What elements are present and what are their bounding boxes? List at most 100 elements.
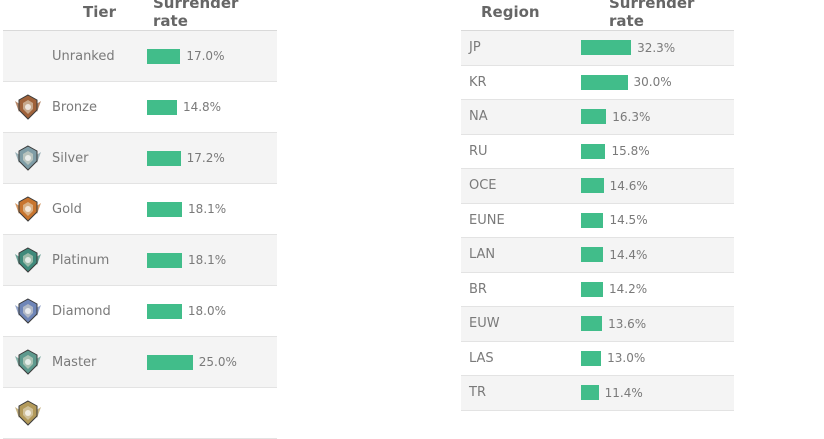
tier-rate-column-header: Surrender rate (147, 0, 277, 31)
table-row: OCE 14.6% (461, 168, 734, 204)
region-table-body: JP 32.3% KR 30.0% NA 16.3% RU 15.8% OCE 14.6% EUNE… (461, 30, 734, 411)
table-row: Silver 17.2% (3, 132, 277, 184)
surrender-rate-label: 18.1% (188, 253, 227, 267)
table-row: LAS 13.0% (461, 341, 734, 376)
tier-name (52, 387, 147, 439)
surrender-rate-label: 13.0% (607, 351, 646, 366)
tier-name: Silver (52, 132, 147, 184)
surrender-bar (147, 354, 193, 370)
diamond-emblem-icon (13, 298, 43, 324)
surrender-bar (147, 201, 183, 217)
tier-header-spacer (3, 0, 52, 31)
surrender-bar (581, 40, 632, 56)
table-row (3, 387, 277, 439)
table-row: KR 30.0% (461, 65, 734, 100)
surrender-rate-label: 13.6% (608, 316, 647, 331)
surrender-rate-label: 17.0% (186, 49, 225, 63)
region-rate-cell: 13.0% (581, 341, 734, 376)
region-name: OCE (461, 168, 581, 204)
surrender-bar (147, 252, 183, 268)
table-row: Master 25.0% (3, 336, 277, 388)
surrender-rate-label: 11.4% (604, 385, 643, 400)
tier-rate-cell: 18.1% (147, 234, 277, 286)
tier-rate-cell: 25.0% (147, 336, 277, 388)
surrender-bar (581, 212, 604, 228)
surrender-rate-label: 25.0% (198, 355, 237, 369)
surrender-bar (147, 48, 181, 64)
table-row: Unranked 17.0% (3, 30, 277, 82)
tier-name: Diamond (52, 285, 147, 337)
region-rate-cell: 14.6% (581, 168, 734, 204)
tier-name: Bronze (52, 81, 147, 133)
table-row: Platinum 18.1% (3, 234, 277, 286)
table-row: Diamond 18.0% (3, 285, 277, 337)
region-name: JP (461, 30, 581, 66)
surrender-rate-label: 14.6% (609, 178, 648, 193)
surrender-rate-label: 14.8% (182, 100, 222, 114)
surrender-rate-label: 14.5% (609, 213, 648, 228)
surrender-rate-label: 17.2% (186, 151, 225, 165)
tier-header-row: Tier Surrender rate (3, 0, 277, 31)
region-name: LAS (461, 341, 581, 376)
surrender-bar (581, 178, 604, 194)
tier-icon-cell (3, 234, 52, 286)
tier-name: Master (52, 336, 147, 388)
tier-column-header: Tier (52, 0, 147, 31)
region-name: EUW (461, 306, 581, 342)
tier-icon-cell (3, 81, 52, 133)
tier-surrender-table: Tier Surrender rate Unranked 17.0% Bronze 1… (3, 0, 277, 439)
surrender-rate-label: 14.4% (609, 247, 648, 262)
region-surrender-table: Region Surrender rate JP 32.3% KR 30.0% NA 16… (461, 0, 734, 411)
surrender-bar (147, 150, 181, 166)
surrender-bar (581, 281, 603, 297)
region-rate-cell: 13.6% (581, 306, 734, 342)
region-rate-cell: 30.0% (581, 65, 734, 100)
region-name: BR (461, 272, 581, 307)
region-rate-cell: 11.4% (581, 375, 734, 411)
surrender-bar (581, 247, 604, 263)
region-name: LAN (461, 237, 581, 273)
tier-icon-cell (3, 336, 52, 388)
region-rate-cell: 14.4% (581, 237, 734, 273)
surrender-rate-label: 16.3% (612, 109, 651, 124)
tier-name: Platinum (52, 234, 147, 286)
region-name: NA (461, 99, 581, 135)
table-row: TR 11.4% (461, 375, 734, 411)
region-column-header: Region (461, 0, 581, 31)
tier-rate-cell (147, 387, 277, 439)
region-rate-cell: 15.8% (581, 134, 734, 169)
tier-rate-cell: 18.0% (147, 285, 277, 337)
region-name: KR (461, 65, 581, 100)
tier-name: Unranked (52, 30, 147, 82)
surrender-rate-label: 14.2% (609, 282, 648, 297)
table-row: EUW 13.6% (461, 306, 734, 342)
tier-icon-cell (3, 183, 52, 235)
platinum-emblem-icon (13, 247, 43, 273)
region-name: EUNE (461, 203, 581, 238)
surrender-rate-label: 18.1% (188, 202, 227, 216)
region-header-row: Region Surrender rate (461, 0, 734, 31)
gold-emblem-icon (13, 196, 43, 222)
tier-icon-cell (3, 387, 52, 439)
surrender-bar (581, 350, 602, 366)
tier-rate-cell: 18.1% (147, 183, 277, 235)
table-row: Gold 18.1% (3, 183, 277, 235)
tier-rate-cell: 14.8% (147, 81, 277, 133)
tier-table-body: Unranked 17.0% Bronze 14.8% Silver 17.2% Gold 1… (3, 30, 277, 439)
table-row: EUNE 14.5% (461, 203, 734, 238)
surrender-rate-label: 15.8% (611, 144, 650, 159)
surrender-bar (581, 143, 606, 159)
challenger-emblem-icon (13, 400, 43, 426)
tier-rate-cell: 17.2% (147, 132, 277, 184)
silver-emblem-icon (13, 145, 43, 171)
region-rate-cell: 32.3% (581, 30, 734, 66)
region-rate-cell: 14.5% (581, 203, 734, 238)
surrender-bar (147, 99, 177, 115)
tier-icon-cell (3, 132, 52, 184)
surrender-bar (581, 316, 603, 332)
region-rate-column-header: Surrender rate (581, 0, 734, 31)
surrender-bar (581, 385, 599, 401)
tier-rate-cell: 17.0% (147, 30, 277, 82)
table-row: JP 32.3% (461, 30, 734, 66)
table-row: NA 16.3% (461, 99, 734, 135)
